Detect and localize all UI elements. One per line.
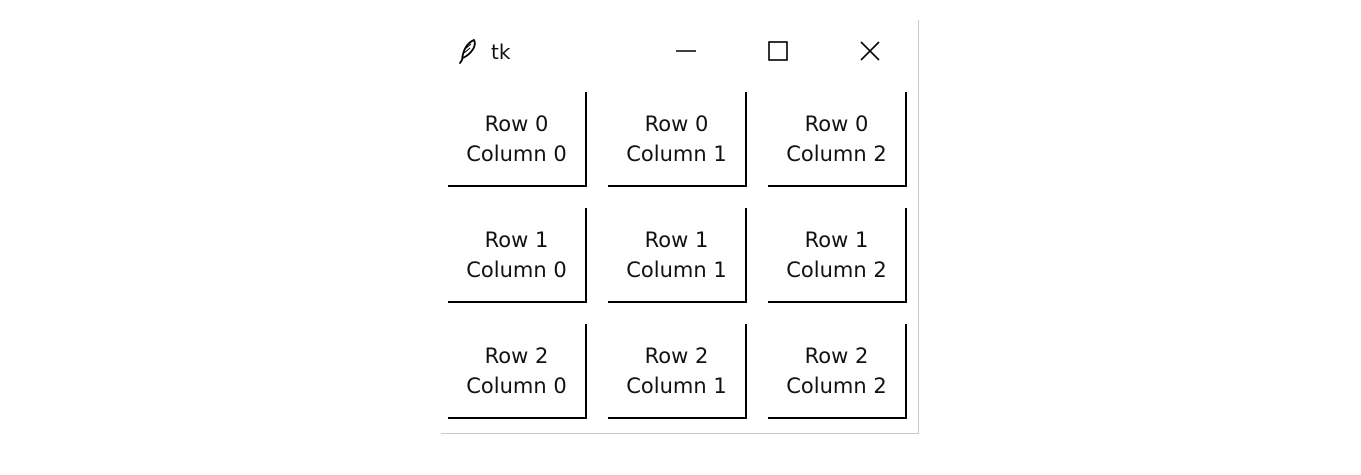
column-label: Column 0 <box>466 257 567 282</box>
row-label: Row 1 <box>484 227 549 252</box>
row-label: Row 0 <box>644 111 709 136</box>
column-label: Column 2 <box>786 373 887 398</box>
column-label: Column 2 <box>786 141 887 166</box>
grid-button-r0-c2[interactable]: Row 0 Column 2 <box>768 92 907 187</box>
row-label: Row 2 <box>484 343 549 368</box>
grid-button-r2-c1[interactable]: Row 2 Column 1 <box>608 324 747 419</box>
row-label: Row 1 <box>804 227 869 252</box>
grid-button-r1-c1[interactable]: Row 1 Column 1 <box>608 208 747 303</box>
feather-icon <box>457 38 479 64</box>
title-bar[interactable]: tk <box>441 30 919 72</box>
column-label: Column 0 <box>466 373 567 398</box>
column-label: Column 1 <box>626 257 727 282</box>
grid-button-r1-c2[interactable]: Row 1 Column 2 <box>768 208 907 303</box>
window-title: tk <box>491 40 511 64</box>
row-label: Row 0 <box>804 111 869 136</box>
row-label: Row 2 <box>804 343 869 368</box>
column-label: Column 1 <box>626 141 727 166</box>
grid-button-r1-c0[interactable]: Row 1 Column 0 <box>448 208 587 303</box>
maximize-icon <box>768 41 788 61</box>
close-icon <box>860 41 880 61</box>
column-label: Column 1 <box>626 373 727 398</box>
tk-window: tk Row 0 Column 0 Row 0 Column 1 Row 0 <box>441 20 919 434</box>
grid-button-r0-c0[interactable]: Row 0 Column 0 <box>448 92 587 187</box>
row-label: Row 1 <box>644 227 709 252</box>
minimize-icon <box>676 41 696 61</box>
column-label: Column 2 <box>786 257 887 282</box>
column-label: Column 0 <box>466 141 567 166</box>
close-button[interactable] <box>847 30 893 72</box>
grid-button-r2-c0[interactable]: Row 2 Column 0 <box>448 324 587 419</box>
grid-button-r0-c1[interactable]: Row 0 Column 1 <box>608 92 747 187</box>
minimize-button[interactable] <box>663 30 709 72</box>
row-label: Row 0 <box>484 111 549 136</box>
maximize-button[interactable] <box>755 30 801 72</box>
row-label: Row 2 <box>644 343 709 368</box>
grid-button-r2-c2[interactable]: Row 2 Column 2 <box>768 324 907 419</box>
